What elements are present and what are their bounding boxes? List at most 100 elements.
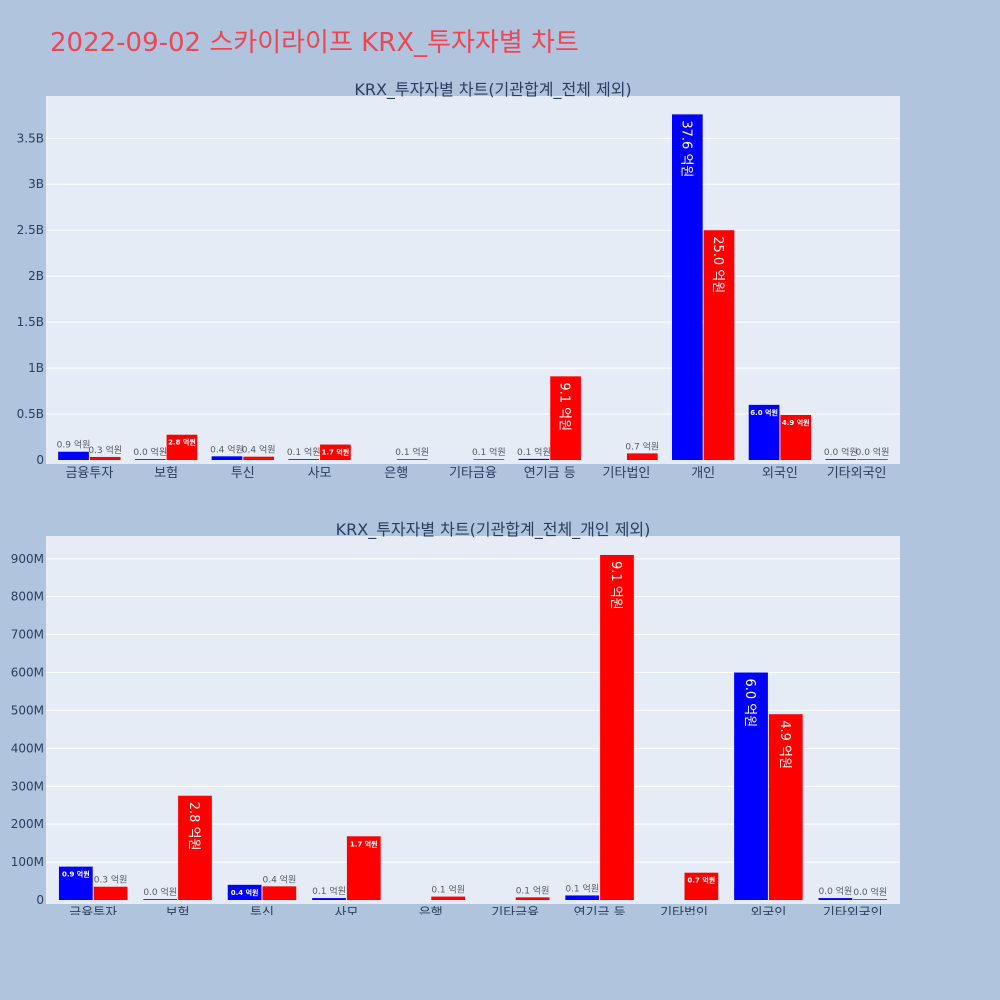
- y-tick-label: 900M: [11, 552, 44, 566]
- x-tick-label: 금융투자: [65, 466, 113, 481]
- x-tick-label: 기타외국인: [823, 906, 883, 915]
- y-tick-label: 200M: [11, 817, 44, 831]
- bar-value-label: 0.0 억원: [856, 446, 890, 458]
- sell-bar: [320, 444, 351, 460]
- y-tick-label: 0.5B: [17, 407, 44, 421]
- y-tick-label: 3B: [28, 177, 44, 191]
- y-tick-label: 1.5B: [17, 315, 44, 329]
- chart-title: KRX_투자자별 차트(기관합계_전체_개인 제외): [336, 520, 651, 540]
- sell-bar: [853, 899, 888, 900]
- bar-value-label: 0.1 억원: [431, 884, 465, 896]
- bar-value-label: 9.1 억원: [557, 382, 572, 431]
- sell-bar: [243, 456, 275, 460]
- x-tick-label: 기타금융: [491, 906, 539, 915]
- buy-bar: [211, 456, 243, 460]
- sell-bar: [768, 714, 803, 900]
- buy-bar: [671, 114, 703, 460]
- bar-value-label: 0.7 억원: [625, 440, 659, 452]
- bar-value-label: 0.7 억원: [688, 876, 716, 885]
- y-tick-label: 600M: [11, 666, 44, 680]
- bar-value-label: 0.0 억원: [819, 885, 853, 897]
- y-tick-label: 3.5B: [17, 131, 44, 145]
- x-tick-label: 보험: [154, 466, 178, 481]
- bar-value-label: 6.0 억원: [742, 679, 757, 728]
- sell-bar: [857, 459, 888, 460]
- y-tick-label: 100M: [11, 855, 44, 869]
- x-tick-label: 연기금 등: [574, 906, 626, 915]
- y-tick-label: 2.5B: [17, 223, 44, 237]
- bar-value-label: 0.1 억원: [516, 884, 550, 896]
- y-tick-label: 300M: [11, 779, 44, 793]
- y-tick-label: 2B: [28, 269, 44, 283]
- plot-area: [46, 96, 900, 464]
- y-tick-label: 500M: [11, 703, 44, 717]
- bar-value-label: 0.0 억원: [824, 446, 858, 458]
- bar-value-label: 0.4 억원: [263, 873, 297, 885]
- bar-value-label: 6.0 억원: [750, 408, 778, 417]
- y-tick-label: 400M: [11, 741, 44, 755]
- buy-bar: [134, 459, 166, 460]
- bar-value-label: 0.1 억원: [472, 446, 506, 458]
- x-tick-label: 사모: [308, 466, 332, 481]
- bar-value-label: 0.1 억원: [395, 446, 429, 458]
- bar-value-label: 25.0 억원: [710, 236, 725, 293]
- sell-bar: [178, 795, 212, 900]
- x-tick-label: 은행: [419, 905, 443, 915]
- x-tick-label: 금융투자: [69, 906, 117, 915]
- bar-value-label: 0.1 억원: [312, 885, 346, 897]
- bar-value-label: 0.9 억원: [62, 870, 90, 879]
- buy-bar: [143, 899, 178, 900]
- sell-bar: [550, 376, 581, 460]
- bar-value-label: 0.0 억원: [853, 886, 887, 898]
- sell-bar: [684, 872, 719, 900]
- y-tick-label: 0: [36, 453, 44, 467]
- bar-value-label: 9.1 억원: [608, 561, 623, 610]
- bar-value-label: 0.4 억원: [210, 443, 244, 455]
- y-tick-label: 800M: [11, 590, 44, 604]
- chart-title: KRX_투자자별 차트(기관합계_전체 제외): [354, 80, 631, 100]
- sell-bar: [431, 896, 466, 900]
- buy-bar: [312, 898, 346, 900]
- y-tick-label: 1B: [28, 361, 44, 375]
- buy-bar: [58, 866, 93, 900]
- chart-bottom: KRX_투자자별 차트(기관합계_전체_개인 제외) 0 100M 200M 300M 4…: [11, 520, 900, 915]
- buy-bar: [734, 672, 768, 900]
- bar-value-label: 0.0 억원: [143, 886, 177, 898]
- sell-bar: [89, 456, 121, 460]
- y-tick-label: 700M: [11, 628, 44, 642]
- bar-value-label: 0.3 억원: [88, 444, 122, 456]
- bar-value-label: 4.9 억원: [782, 418, 810, 427]
- x-tick-label: 기타법인: [603, 466, 651, 481]
- x-tick-label: 보험: [166, 906, 190, 915]
- x-tick-label: 기타금융: [449, 466, 497, 481]
- sell-bar: [262, 886, 297, 900]
- buy-bar: [518, 458, 550, 460]
- bar-value-label: 0.4 억원: [242, 444, 276, 456]
- buy-bar: [58, 451, 89, 460]
- bar-value-label: 0.0 억원: [133, 446, 167, 458]
- buy-bar: [565, 895, 600, 900]
- bar-value-label: 0.9 억원: [57, 439, 91, 451]
- x-tick-label: 투신: [231, 466, 255, 481]
- bar-value-label: 37.6 억원: [678, 120, 693, 177]
- buy-bar: [818, 898, 853, 900]
- sell-bar: [396, 459, 428, 460]
- x-tick-label: 기타외국인: [827, 466, 887, 481]
- x-tick-label: 연기금 등: [524, 466, 576, 481]
- bar-value-label: 0.4 억원: [231, 888, 259, 897]
- sell-bar: [515, 897, 550, 900]
- bar-value-label: 2.8 억원: [186, 802, 201, 851]
- bar-value-label: 0.1 억원: [517, 446, 551, 458]
- bar-value-label: 0.3 억원: [94, 874, 128, 886]
- sell-bar: [346, 836, 381, 900]
- x-tick-label: 기타법인: [660, 906, 708, 915]
- sell-bar: [93, 886, 128, 900]
- chart-top: KRX_투자자별 차트(기관합계_전체 제외) 0 0.5B 1B 1.5B 2B 2.5B…: [17, 80, 900, 481]
- sell-bar: [166, 434, 198, 460]
- buy-bar: [288, 459, 320, 460]
- x-tick-label: 투신: [250, 906, 274, 915]
- x-tick-label: 외국인: [762, 466, 798, 481]
- bar-value-label: 1.7 억원: [350, 839, 378, 848]
- y-tick-label: 0: [36, 893, 44, 907]
- bar-value-label: 1.7 억원: [322, 448, 350, 457]
